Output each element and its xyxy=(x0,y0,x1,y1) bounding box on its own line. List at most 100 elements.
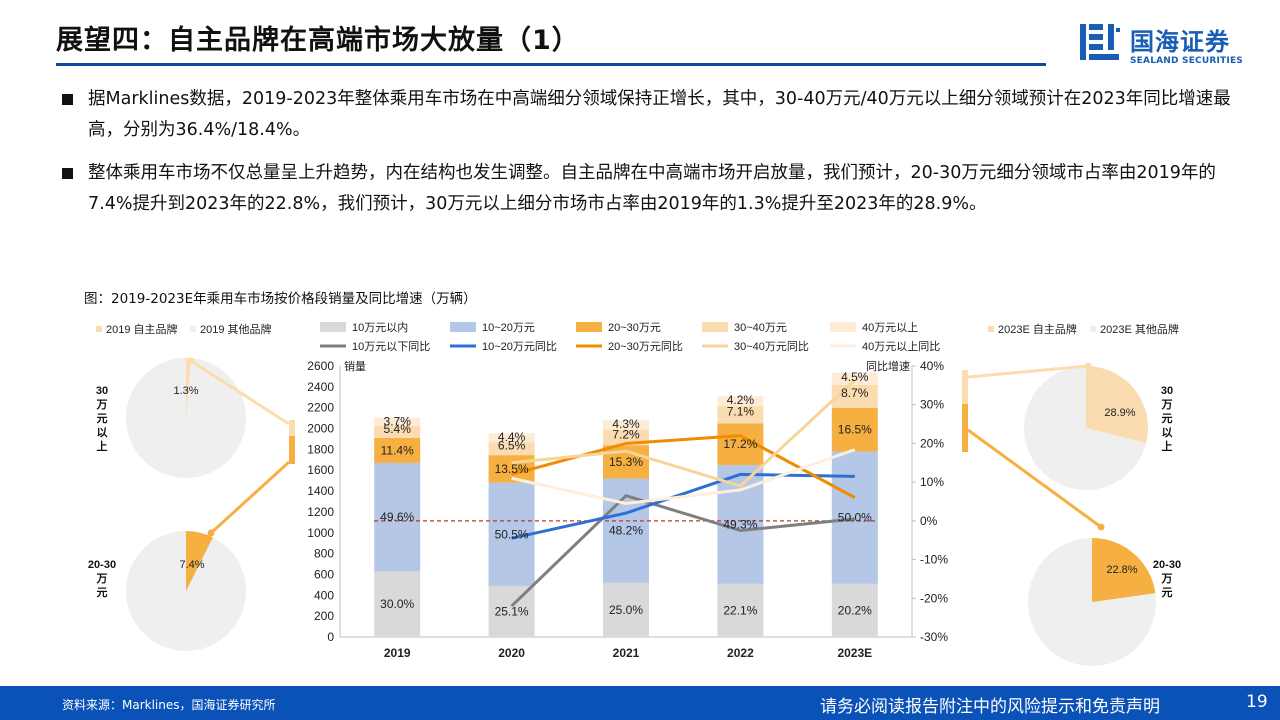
y2-tick-label: -20% xyxy=(920,591,948,605)
bar-data-label: 3.7% xyxy=(384,415,412,429)
bar-data-label: 4.2% xyxy=(727,393,755,407)
bar-data-label: 11.4% xyxy=(381,443,414,457)
bullet-text: 据Marklines数据，2019-2023年整体乘用车市场在中高端细分领域保持… xyxy=(88,89,1231,140)
bar-segment xyxy=(488,442,535,456)
legend-swatch xyxy=(702,322,728,332)
pie-legend-label: 2019 自主品牌 xyxy=(106,322,178,336)
pie-legend-label: 2023E 自主品牌 xyxy=(998,322,1077,336)
growth-line xyxy=(511,448,856,505)
legend-label: 40万元以上 xyxy=(862,321,918,334)
y2-tick-label: -10% xyxy=(920,553,948,567)
title-underline xyxy=(56,63,1046,66)
legend-swatch xyxy=(450,322,476,332)
bullet-item: 整体乘用车市场不仅总量呈上升趋势，内在结构也发生调整。自主品牌在中高端市场开启放… xyxy=(62,158,1242,220)
bar-data-label: 25.1% xyxy=(495,604,529,618)
x-tick-label: 2022 xyxy=(727,646,754,660)
pie-legend-label: 2019 其他品牌 xyxy=(200,322,272,336)
bar-data-label: 48.2% xyxy=(609,524,643,538)
bar-data-label: 20.2% xyxy=(838,603,872,617)
bullet-square-icon xyxy=(62,168,73,179)
bar-data-label: 50.0% xyxy=(838,511,872,525)
bar-segment xyxy=(374,571,421,637)
legend-label: 20~30万元 xyxy=(608,322,661,334)
bar-data-label: 7.1% xyxy=(727,405,755,419)
slide-header: 展望四：自主品牌在高端市场大放量（1） 国海证券 SEALAND SECURIT… xyxy=(0,0,1280,70)
legend-label: 10~20万元同比 xyxy=(482,340,557,353)
leader-dot xyxy=(1097,523,1105,531)
bar-data-label: 13.5% xyxy=(495,462,529,476)
bar-data-label: 50.5% xyxy=(495,527,529,541)
leader-line xyxy=(967,364,1089,379)
footer-disclaimer: 请务必阅读报告附注中的风险提示和免责声明 xyxy=(820,697,1160,717)
y-tick-label: 200 xyxy=(314,609,334,623)
y-tick-label: 600 xyxy=(314,567,334,581)
chart-area: 0 200 400 600 800 1000 1200 1400 1600 1800 2000 220… xyxy=(88,320,1181,666)
footer-source: 资料来源：Marklines，国海证券研究所 xyxy=(62,698,276,712)
pie-side-title: 30 万元以上 xyxy=(1161,385,1174,453)
bar-data-label: 16.5% xyxy=(838,423,872,437)
bar-data-label: 4.4% xyxy=(498,430,526,444)
y2-axis-title: 同比增速 xyxy=(866,359,910,373)
y2-tick-label: -30% xyxy=(920,630,948,644)
connector-block xyxy=(962,404,968,452)
footer-bar: 资料来源：Marklines，国海证券研究所 请务必阅读报告附注中的风险提示和免… xyxy=(0,686,1280,720)
bar-segment xyxy=(374,437,421,463)
bar-data-label: 30.0% xyxy=(380,597,414,611)
bar-segment xyxy=(488,585,535,637)
pie-2019-20-30-own-slice xyxy=(186,531,213,591)
legend-label: 20~30万元同比 xyxy=(608,340,683,353)
y2-tick-label: 30% xyxy=(920,398,944,412)
legend-swatch xyxy=(96,326,102,332)
bar-segment xyxy=(831,407,878,452)
y2-tick-label: 10% xyxy=(920,475,944,489)
x-tick-label: 2021 xyxy=(613,646,640,660)
y-tick-label: 1600 xyxy=(307,463,334,477)
bar-segment xyxy=(374,425,421,438)
bar-segment xyxy=(603,582,649,637)
legend-label: 30~40万元同比 xyxy=(734,340,809,353)
y-tick-label: 1800 xyxy=(307,442,334,456)
y-tick-label: 1200 xyxy=(307,505,334,519)
x-tick-label: 2019 xyxy=(384,646,411,660)
y-tick-label: 2400 xyxy=(307,380,334,394)
bar-segment xyxy=(603,420,649,430)
bullet-item: 据Marklines数据，2019-2023年整体乘用车市场在中高端细分领域保持… xyxy=(62,84,1242,146)
pie-2019-30plus-own-slice xyxy=(186,358,191,418)
y-tick-label: 2600 xyxy=(307,359,334,373)
y2-tick-label: 0% xyxy=(920,514,938,528)
y2-tick-label: 20% xyxy=(920,436,944,450)
leader-line xyxy=(209,460,291,535)
bar-data-label: 49.6% xyxy=(380,510,414,524)
y-axis-title: 销量 xyxy=(344,359,366,373)
sealand-logo-icon xyxy=(1080,24,1120,60)
pie-side-title: 20-30 万元 xyxy=(1153,559,1181,599)
pie-data-label: 1.3% xyxy=(173,385,198,397)
growth-line xyxy=(511,378,856,488)
bar-segment xyxy=(374,462,421,572)
x-tick-label: 2020 xyxy=(498,646,525,660)
bar-data-label: 4.3% xyxy=(612,417,640,431)
bar-segment xyxy=(831,583,878,637)
bar-segment xyxy=(717,583,764,637)
connector-block xyxy=(289,436,295,464)
leader-line xyxy=(190,359,290,426)
leader-line xyxy=(967,428,1102,529)
pie-side-title: 20-30 万元 xyxy=(88,559,116,599)
bar-data-label: 4.5% xyxy=(841,370,869,384)
y2-tick-label: 40% xyxy=(920,359,944,373)
bar-segment xyxy=(717,396,764,407)
x-tick-label: 2023E xyxy=(837,646,872,660)
page-title: 展望四：自主品牌在高端市场大放量（1） xyxy=(56,25,580,56)
pie-side-title: 30 万元以上 xyxy=(96,385,109,453)
legend-swatch xyxy=(1090,326,1096,332)
y-tick-label: 400 xyxy=(314,588,334,602)
legend-label: 30~40万元 xyxy=(734,322,787,334)
bar-data-label: 49.3% xyxy=(723,517,757,531)
logo-name-cn: 国海证券 xyxy=(1130,28,1230,56)
bar-data-label: 17.2% xyxy=(723,437,757,451)
page-number: 19 xyxy=(1246,692,1268,712)
logo-name-en: SEALAND SECURITIES xyxy=(1130,56,1243,66)
leader-dot xyxy=(207,529,215,537)
bar-segment xyxy=(488,433,535,443)
bar-segment xyxy=(831,451,878,584)
